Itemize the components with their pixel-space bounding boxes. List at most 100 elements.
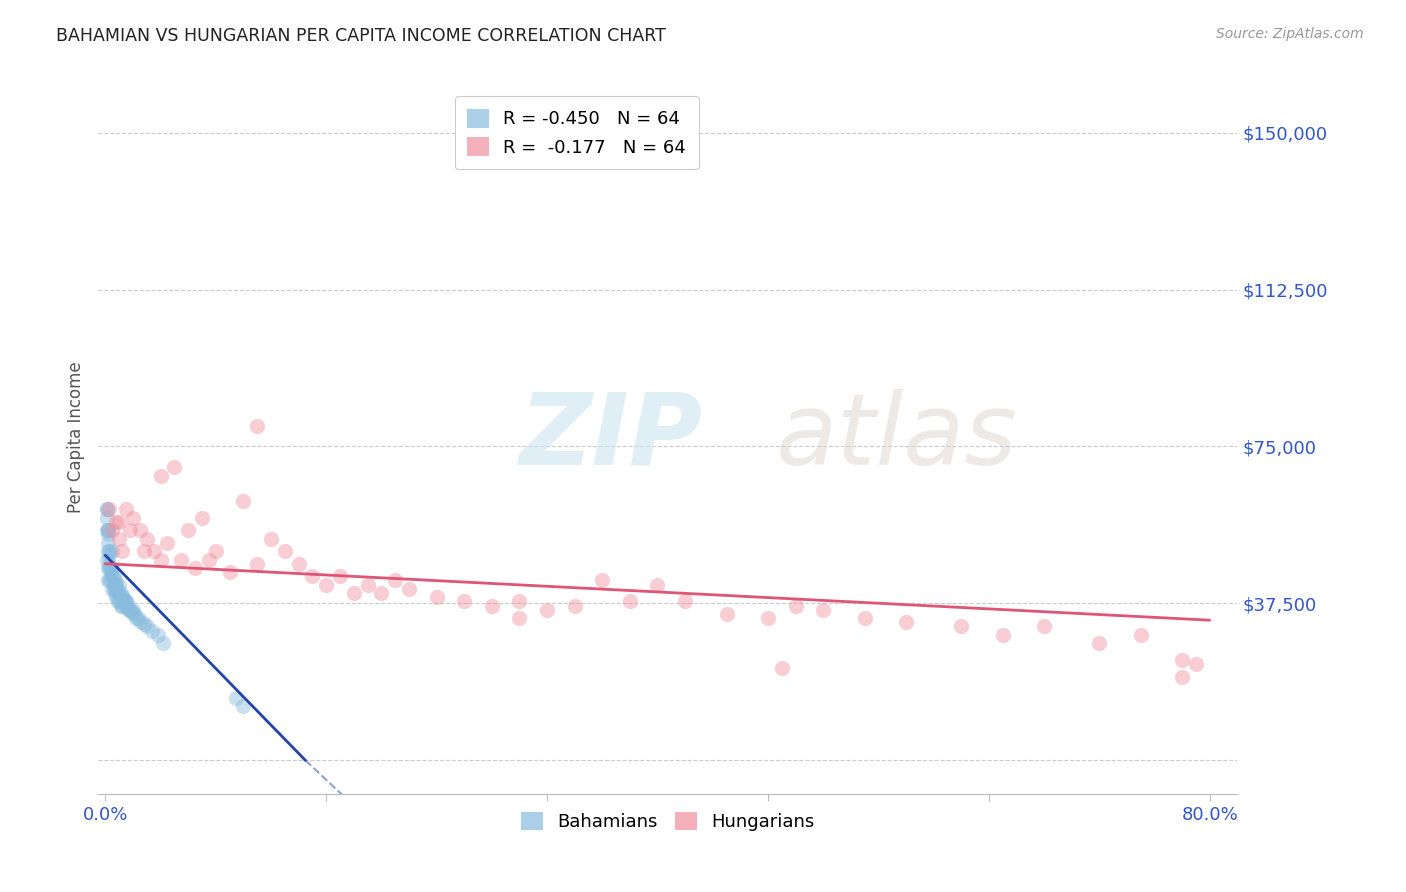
- Point: [104, 574, 127, 588]
- Point: [274, 544, 297, 558]
- Point: [98, 549, 121, 563]
- Text: Source: ZipAtlas.com: Source: ZipAtlas.com: [1216, 27, 1364, 41]
- Point: [127, 611, 149, 625]
- Point: [108, 594, 131, 608]
- Point: [97, 574, 120, 588]
- Point: [129, 615, 152, 630]
- Point: [100, 574, 122, 588]
- Point: [97, 523, 120, 537]
- Text: BAHAMIAN VS HUNGARIAN PER CAPITA INCOME CORRELATION CHART: BAHAMIAN VS HUNGARIAN PER CAPITA INCOME …: [56, 27, 666, 45]
- Point: [96, 502, 118, 516]
- Point: [105, 515, 128, 529]
- Point: [770, 661, 793, 675]
- Point: [356, 577, 378, 591]
- Point: [536, 603, 558, 617]
- Point: [1088, 636, 1111, 650]
- Point: [111, 544, 134, 558]
- Point: [177, 523, 200, 537]
- Point: [96, 523, 118, 537]
- Point: [481, 599, 503, 613]
- Point: [100, 565, 122, 579]
- Point: [107, 586, 129, 600]
- Point: [716, 607, 738, 621]
- Point: [115, 599, 138, 613]
- Text: atlas: atlas: [776, 389, 1018, 485]
- Point: [163, 460, 186, 475]
- Point: [315, 577, 337, 591]
- Point: [96, 510, 118, 524]
- Point: [117, 597, 139, 611]
- Point: [96, 552, 118, 566]
- Point: [104, 577, 127, 591]
- Point: [384, 574, 406, 588]
- Point: [101, 582, 124, 596]
- Point: [132, 544, 155, 558]
- Point: [105, 577, 128, 591]
- Point: [647, 577, 669, 591]
- Point: [105, 590, 128, 604]
- Point: [98, 561, 121, 575]
- Point: [124, 607, 146, 621]
- Point: [1171, 670, 1194, 684]
- Point: [260, 532, 283, 546]
- Point: [170, 552, 193, 566]
- Point: [756, 611, 779, 625]
- Point: [370, 586, 392, 600]
- Point: [111, 590, 134, 604]
- Point: [96, 502, 118, 516]
- Point: [121, 605, 143, 619]
- Point: [98, 557, 121, 571]
- Point: [111, 599, 134, 613]
- Point: [117, 600, 139, 615]
- Point: [673, 594, 696, 608]
- Point: [343, 586, 366, 600]
- Point: [101, 523, 124, 537]
- Point: [115, 594, 138, 608]
- Point: [98, 502, 121, 516]
- Point: [1129, 628, 1152, 642]
- Point: [301, 569, 323, 583]
- Point: [246, 418, 269, 433]
- Point: [246, 557, 269, 571]
- Text: ZIP: ZIP: [520, 389, 703, 485]
- Point: [107, 594, 129, 608]
- Point: [508, 594, 530, 608]
- Point: [110, 599, 132, 613]
- Point: [108, 515, 131, 529]
- Point: [156, 535, 179, 549]
- Point: [149, 552, 172, 566]
- Y-axis label: Per Capita Income: Per Capita Income: [66, 361, 84, 513]
- Point: [118, 603, 141, 617]
- Point: [112, 594, 135, 608]
- Point: [398, 582, 420, 596]
- Point: [950, 619, 973, 633]
- Point: [97, 561, 120, 575]
- Point: [103, 569, 125, 583]
- Point: [225, 690, 247, 705]
- Point: [811, 603, 834, 617]
- Point: [218, 565, 240, 579]
- Point: [149, 468, 172, 483]
- Point: [97, 544, 120, 558]
- Point: [329, 569, 352, 583]
- Point: [619, 594, 641, 608]
- Point: [453, 594, 475, 608]
- Point: [142, 544, 165, 558]
- Point: [122, 510, 145, 524]
- Point: [112, 590, 135, 604]
- Point: [204, 544, 226, 558]
- Point: [991, 628, 1014, 642]
- Point: [122, 603, 145, 617]
- Point: [108, 586, 131, 600]
- Point: [115, 502, 138, 516]
- Point: [1171, 653, 1194, 667]
- Point: [120, 523, 142, 537]
- Point: [132, 617, 155, 632]
- Point: [232, 698, 254, 713]
- Point: [785, 599, 807, 613]
- Point: [110, 586, 132, 600]
- Point: [152, 636, 174, 650]
- Point: [101, 569, 124, 583]
- Point: [141, 624, 163, 638]
- Point: [97, 523, 120, 537]
